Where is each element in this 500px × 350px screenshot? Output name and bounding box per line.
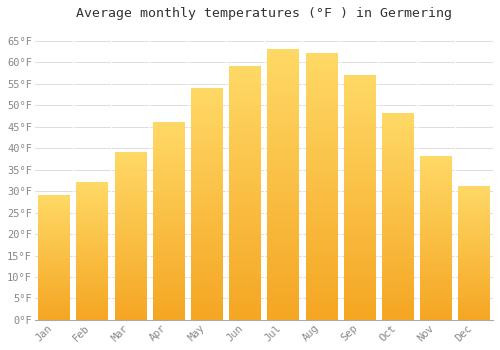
Title: Average monthly temperatures (°F ) in Germering: Average monthly temperatures (°F ) in Ge… <box>76 7 452 20</box>
